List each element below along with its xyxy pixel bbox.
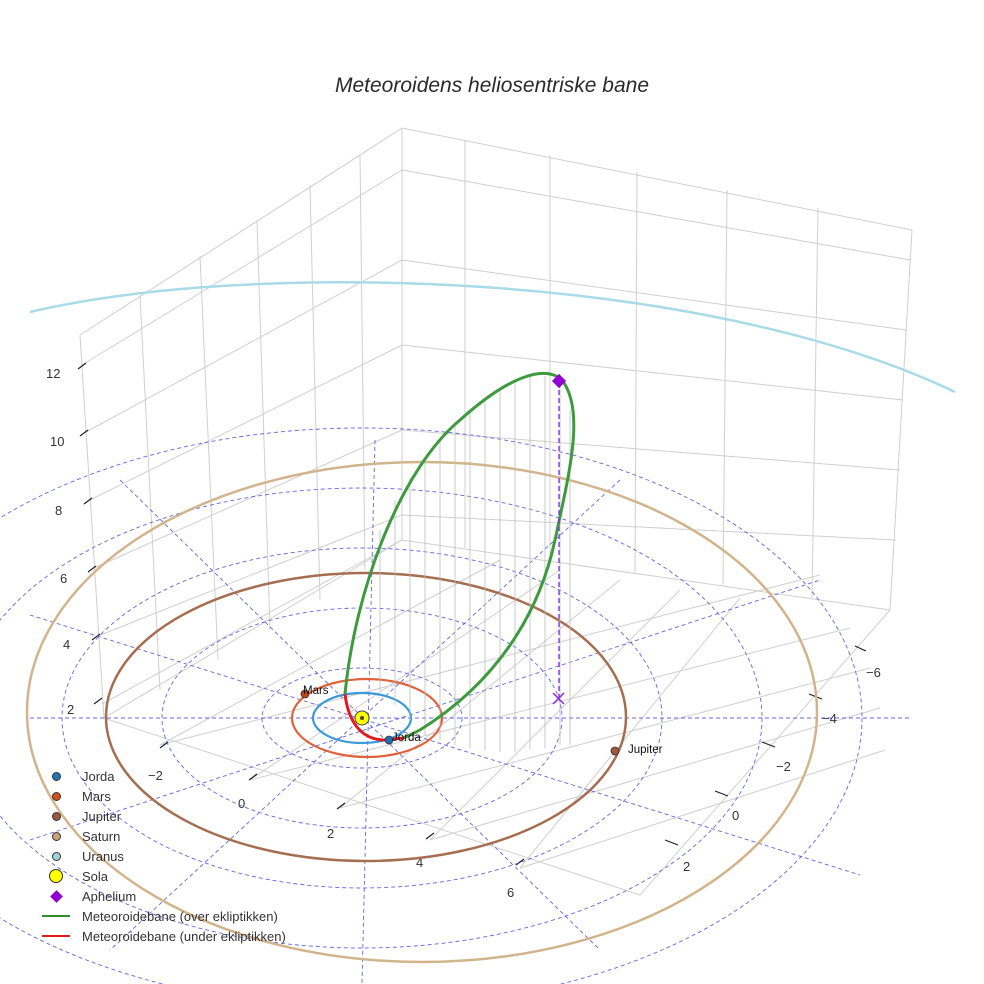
svg-text:2: 2 bbox=[327, 826, 334, 841]
svg-text:0: 0 bbox=[238, 796, 245, 811]
mars-label: Mars bbox=[303, 685, 329, 697]
legend-item-orbit-under[interactable]: Meteoroidebane (under ekliptikken) bbox=[38, 926, 286, 946]
svg-text:4: 4 bbox=[63, 637, 70, 652]
svg-text:2: 2 bbox=[67, 702, 74, 717]
svg-text:2: 2 bbox=[683, 859, 690, 874]
legend-item-jorda[interactable]: Jorda bbox=[38, 766, 286, 786]
earth-dot-icon bbox=[51, 771, 61, 781]
svg-text:−4: −4 bbox=[822, 711, 837, 726]
svg-text:−2: −2 bbox=[776, 759, 791, 774]
saturn-dot-icon bbox=[51, 831, 61, 841]
chart-title: Meteoroidens heliosentriske bane bbox=[334, 74, 650, 97]
sun-dot-icon bbox=[49, 869, 63, 883]
aphelion-marker[interactable] bbox=[551, 373, 567, 389]
legend-item-mars[interactable]: Mars bbox=[38, 786, 286, 806]
legend-item-sola[interactable]: Sola bbox=[38, 866, 286, 886]
svg-text:−2: −2 bbox=[148, 768, 163, 783]
back-grid bbox=[79, 127, 913, 896]
earth-orbit bbox=[311, 691, 413, 745]
svg-text:4: 4 bbox=[416, 855, 423, 870]
svg-text:10: 10 bbox=[50, 434, 64, 449]
uranus-orbit bbox=[29, 281, 956, 394]
z-tick-labels: 12 10 8 6 4 2 bbox=[46, 366, 74, 717]
jupiter-marker[interactable] bbox=[610, 746, 620, 756]
svg-text:6: 6 bbox=[60, 571, 67, 586]
orbit-drop-lines bbox=[379, 376, 571, 752]
earth-label: Jorda bbox=[392, 732, 421, 744]
earth-marker[interactable] bbox=[384, 735, 394, 745]
svg-text:6: 6 bbox=[507, 885, 514, 900]
red-line-icon bbox=[42, 935, 70, 937]
legend-item-saturn[interactable]: Saturn bbox=[38, 826, 286, 846]
x-tick-labels: −2 0 2 4 6 bbox=[148, 768, 514, 900]
green-line-icon bbox=[42, 915, 70, 917]
svg-text:12: 12 bbox=[46, 366, 60, 381]
sun-marker[interactable] bbox=[354, 710, 370, 726]
jupiter-orbit bbox=[104, 571, 628, 863]
svg-text:−6: −6 bbox=[866, 665, 881, 680]
legend-item-orbit-over[interactable]: Meteoroidebane (over ekliptikken) bbox=[38, 906, 286, 926]
svg-text:8: 8 bbox=[55, 503, 62, 518]
mars-orbit bbox=[290, 677, 444, 759]
y-tick-labels: −6 −4 −2 0 2 bbox=[683, 665, 881, 874]
uranus-dot-icon bbox=[51, 851, 61, 861]
legend: Jorda Mars Jupiter Saturn Uranus Sola Ap… bbox=[38, 766, 286, 946]
legend-item-aphelium[interactable]: Aphelium bbox=[38, 886, 286, 906]
aphelion-projection-marker bbox=[552, 692, 565, 705]
mars-dot-icon bbox=[51, 791, 61, 801]
svg-text:0: 0 bbox=[732, 808, 739, 823]
jupiter-label: Jupiter bbox=[628, 744, 663, 756]
legend-item-jupiter[interactable]: Jupiter bbox=[38, 806, 286, 826]
diamond-icon bbox=[49, 889, 63, 903]
mars-marker[interactable] bbox=[300, 689, 310, 699]
jupiter-dot-icon bbox=[51, 811, 61, 821]
legend-item-uranus[interactable]: Uranus bbox=[38, 846, 286, 866]
axis-ticks bbox=[77, 362, 867, 866]
